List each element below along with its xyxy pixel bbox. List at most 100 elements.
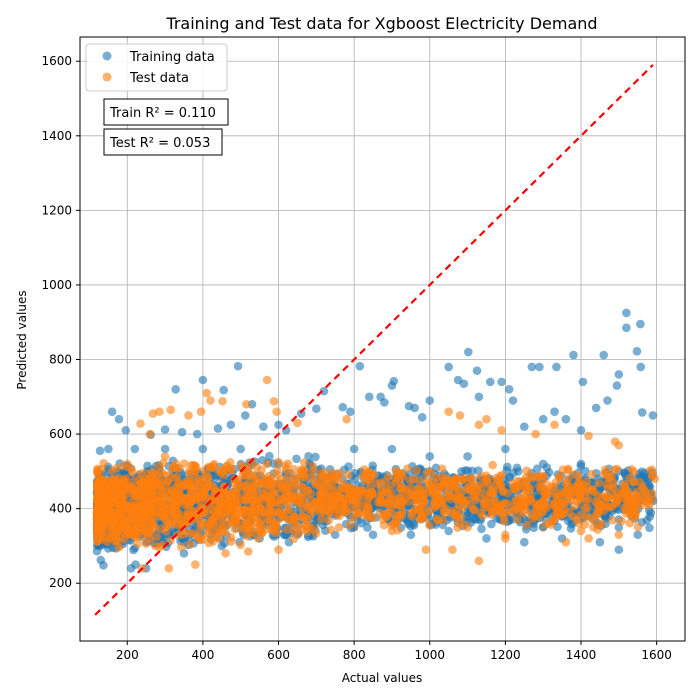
training-point	[311, 452, 320, 462]
training-point	[389, 376, 399, 386]
test-point	[136, 469, 146, 478]
training-point	[121, 426, 131, 435]
test-point	[292, 477, 302, 487]
axis-ticks: 200 400 600 800 1000 1200 1400 1600 200 400 600 800…	[41, 54, 671, 662]
test-point	[582, 496, 591, 506]
train-r2-text: Train R² = 0.110	[109, 106, 216, 121]
training-point	[240, 411, 250, 420]
test-point	[184, 411, 193, 420]
training-point	[581, 466, 590, 476]
test-point	[303, 485, 313, 495]
test-point	[163, 477, 173, 487]
test-point	[448, 545, 457, 554]
train-r2-box	[103, 98, 229, 126]
test-point	[570, 470, 580, 479]
training-point	[444, 362, 453, 372]
test-point	[282, 476, 292, 485]
training-point	[637, 408, 647, 417]
test-point	[353, 501, 362, 511]
training-point	[527, 362, 537, 372]
test-point	[283, 525, 292, 534]
test-point	[232, 506, 241, 515]
test-point	[276, 482, 286, 492]
test-point	[326, 496, 336, 505]
test-point	[97, 501, 107, 511]
test-point	[388, 495, 398, 504]
test-point	[555, 472, 565, 482]
test-point	[425, 520, 434, 530]
test-point	[248, 495, 258, 504]
test-point	[316, 468, 326, 477]
test-point	[167, 520, 177, 529]
y-tick-label: 600	[49, 427, 72, 441]
test-point	[129, 476, 138, 486]
test-point	[364, 512, 373, 521]
test-point	[225, 504, 234, 514]
test-point	[265, 516, 275, 525]
training-point	[338, 402, 348, 412]
test-point	[564, 474, 573, 484]
training-point	[368, 461, 378, 470]
test-point	[580, 503, 589, 513]
training-point	[642, 515, 652, 525]
test-point	[204, 538, 214, 548]
test-point	[468, 474, 478, 483]
test-point	[256, 472, 266, 482]
training-point	[519, 422, 529, 431]
training-point	[368, 530, 378, 540]
test-point	[276, 494, 285, 504]
test-point	[351, 489, 361, 499]
test-point	[242, 399, 251, 409]
identity-reference-line	[94, 64, 654, 616]
test-point	[97, 479, 107, 489]
test-point	[597, 519, 607, 529]
test-point	[549, 483, 559, 492]
test-point	[305, 504, 315, 514]
test-point	[272, 407, 281, 417]
test-point	[257, 465, 266, 475]
test-point	[216, 468, 226, 478]
test-point	[108, 479, 117, 489]
test-point	[470, 480, 480, 490]
test-point	[239, 506, 248, 516]
training-point	[477, 524, 486, 534]
test-point	[432, 501, 441, 510]
test-point	[289, 464, 299, 474]
training-point	[550, 407, 559, 417]
test-point	[487, 510, 496, 519]
training-point	[160, 444, 170, 454]
training-point	[603, 396, 612, 405]
test-point	[133, 539, 142, 548]
test-point	[488, 460, 497, 470]
train-r2-annotation: Train R² = 0.110	[103, 98, 229, 126]
test-point	[647, 465, 657, 474]
test-point	[607, 502, 616, 512]
test-point	[253, 518, 262, 528]
y-tick-label: 1200	[41, 203, 72, 217]
test-point	[205, 525, 215, 535]
test-point	[291, 514, 301, 523]
test-point	[218, 524, 227, 534]
test-point	[269, 396, 279, 406]
training-point	[226, 420, 236, 430]
test-point	[335, 468, 345, 478]
test-point	[468, 504, 478, 514]
test-point	[418, 512, 428, 522]
test-point	[379, 510, 389, 520]
training-point	[304, 451, 313, 461]
training-point	[645, 523, 654, 533]
test-point	[299, 458, 309, 467]
test-point	[627, 465, 636, 474]
test-point	[262, 459, 272, 469]
test-point	[216, 518, 226, 527]
test-point	[482, 414, 491, 424]
test-point	[498, 508, 508, 518]
training-point	[380, 398, 389, 407]
test-point	[225, 458, 235, 467]
test-point	[451, 475, 460, 485]
test-point	[438, 516, 448, 525]
test-point	[152, 532, 162, 542]
test-point	[360, 501, 370, 511]
test-point	[626, 494, 635, 504]
